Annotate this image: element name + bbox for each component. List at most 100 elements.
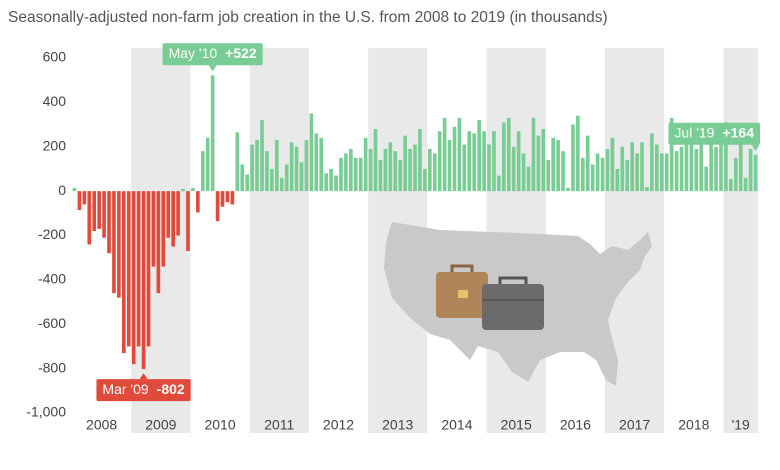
annotation: Jul '19 +164 <box>668 122 760 151</box>
bar <box>191 188 195 192</box>
x-tick-label: 2009 <box>145 417 176 433</box>
bar <box>427 148 432 192</box>
bar <box>82 191 87 205</box>
bar <box>511 146 516 192</box>
bar <box>299 162 304 192</box>
bar <box>561 151 565 192</box>
bar <box>472 133 477 192</box>
bar <box>87 191 92 245</box>
bar <box>610 137 615 192</box>
x-tick-label: 2008 <box>86 417 117 433</box>
bar <box>181 188 185 192</box>
bar <box>650 133 654 192</box>
bar <box>748 148 753 192</box>
bar <box>146 191 151 347</box>
bar <box>729 178 733 192</box>
bar <box>378 160 383 192</box>
bar <box>349 148 353 192</box>
bar <box>738 143 743 192</box>
x-tick-label: 2013 <box>382 417 413 433</box>
bar <box>274 140 279 192</box>
bar <box>196 191 200 213</box>
bar <box>200 151 205 192</box>
bar <box>546 160 551 192</box>
bar <box>689 133 694 192</box>
bar <box>161 191 166 267</box>
bars <box>72 75 758 370</box>
bar <box>497 175 501 192</box>
bar <box>437 131 442 192</box>
bar <box>398 160 403 192</box>
x-tick-label: 2012 <box>323 417 354 433</box>
bar <box>719 140 723 192</box>
year-band <box>723 48 758 433</box>
bar <box>625 160 630 192</box>
bar <box>580 157 585 192</box>
bar <box>659 153 664 192</box>
bar <box>284 164 289 192</box>
bar <box>92 191 97 232</box>
bar <box>176 191 180 236</box>
y-tick-label: -1,000 <box>26 404 66 420</box>
x-tick-label: 2018 <box>678 417 709 433</box>
bar <box>442 117 447 192</box>
x-tick-label: 2011 <box>264 417 294 433</box>
bar <box>679 146 684 192</box>
bar <box>669 117 674 192</box>
bar <box>250 144 254 192</box>
bar <box>467 131 472 192</box>
bar <box>733 157 738 192</box>
bar <box>462 144 467 192</box>
annotation-value: +164 <box>722 124 754 140</box>
bar <box>329 168 333 192</box>
y-tick-label: 200 <box>43 137 67 153</box>
bar <box>487 144 491 192</box>
bar <box>615 168 620 192</box>
bar <box>531 117 536 192</box>
y-tick-label: -600 <box>38 315 66 331</box>
bar <box>289 142 294 192</box>
annotation-value: -802 <box>157 381 185 397</box>
bar <box>225 191 230 203</box>
bar <box>502 122 506 192</box>
bar <box>516 131 521 192</box>
annotation: Mar '09 -802 <box>96 373 191 402</box>
bar <box>77 191 82 210</box>
bar <box>171 191 175 247</box>
annotation-box <box>162 43 263 66</box>
bar <box>353 157 358 192</box>
bar <box>724 122 728 192</box>
bar <box>447 140 452 192</box>
bar <box>245 174 250 192</box>
bar <box>270 168 274 192</box>
bar <box>205 137 210 192</box>
x-tick-label: 2016 <box>560 417 591 433</box>
year-band <box>131 48 191 433</box>
bar <box>235 132 240 192</box>
bar <box>117 191 121 298</box>
bar <box>551 137 556 192</box>
bar <box>279 177 284 192</box>
annotation-value: +522 <box>225 45 257 61</box>
bar <box>230 191 235 205</box>
bar <box>640 142 644 192</box>
bar <box>166 191 171 238</box>
bar <box>393 151 398 192</box>
bar <box>590 164 595 192</box>
bar <box>383 148 388 192</box>
annotation-label: Jul '19 <box>674 124 714 140</box>
bar <box>210 75 215 192</box>
bar <box>418 129 422 192</box>
y-tick-label: 600 <box>43 49 67 65</box>
bar <box>156 191 161 294</box>
bar <box>506 117 511 192</box>
annotation-label: Mar '09 <box>102 381 148 397</box>
bar <box>220 191 225 207</box>
bar <box>408 148 412 192</box>
bar <box>112 191 116 294</box>
bar <box>102 191 106 238</box>
x-tick-label: '19 <box>732 417 750 433</box>
bar <box>753 154 758 192</box>
annotation: May '10 +522 <box>162 43 263 72</box>
bar <box>432 153 437 192</box>
